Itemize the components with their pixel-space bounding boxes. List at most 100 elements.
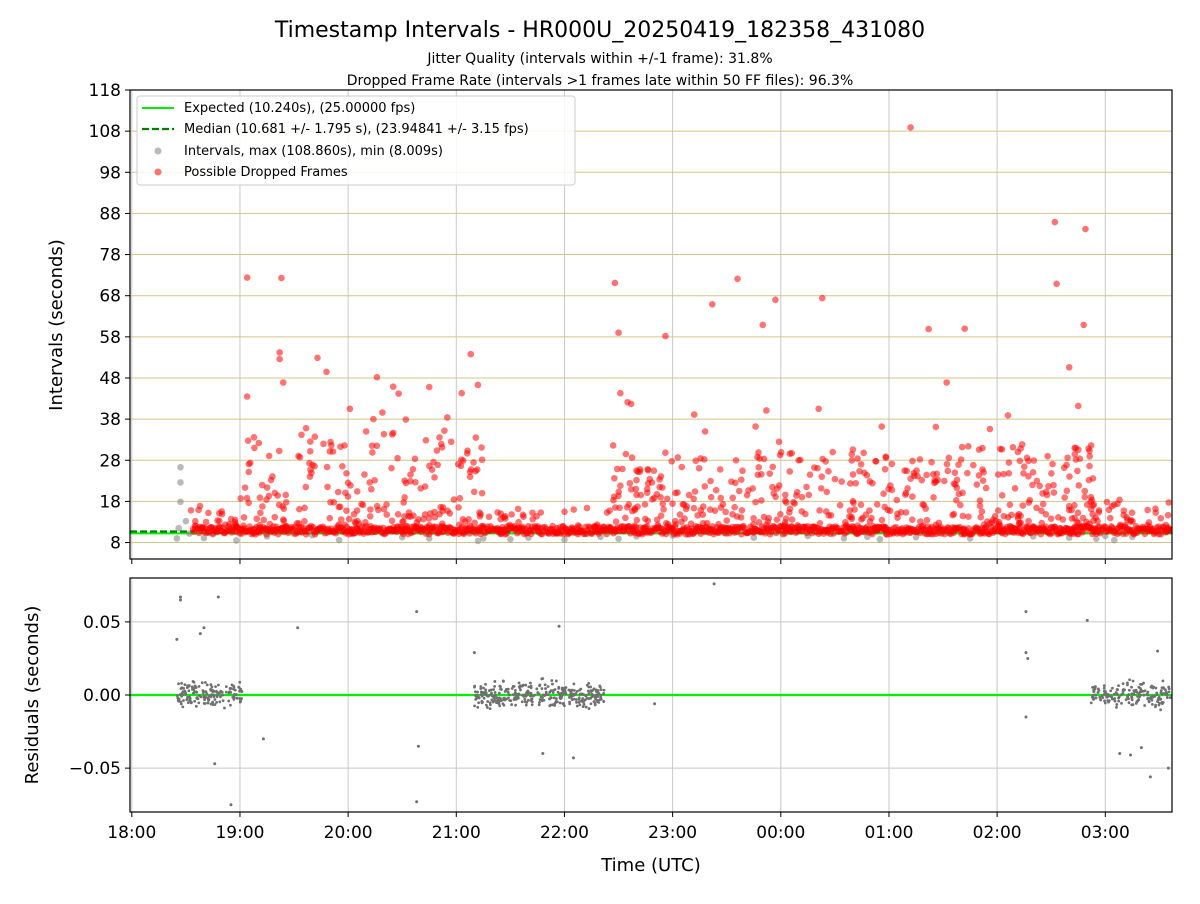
intervals-y-tick-label: 118 xyxy=(89,81,121,101)
chart-subtitle-line-2: Dropped Frame Rate (intervals >1 frames … xyxy=(347,73,854,89)
residual-point xyxy=(582,702,586,706)
dropped-frame-point xyxy=(722,508,729,516)
interval-point xyxy=(233,537,240,544)
residual-point xyxy=(503,698,507,702)
residual-point xyxy=(213,762,217,766)
dropped-frame-point xyxy=(443,526,450,534)
dropped-frame-point xyxy=(282,499,290,506)
residual-point xyxy=(593,701,597,705)
intervals-y-tick-label: 18 xyxy=(99,492,121,512)
dropped-frame-point xyxy=(1063,461,1070,469)
dropped-frame-point xyxy=(660,506,667,513)
dropped-frame-point xyxy=(202,518,210,526)
dropped-frame-point xyxy=(476,513,484,520)
dropped-frame-point xyxy=(933,470,941,478)
dropped-frame-point xyxy=(437,526,444,533)
residual-point xyxy=(479,687,483,690)
residual-point xyxy=(1103,701,1107,705)
residual-point xyxy=(577,700,581,704)
residual-point xyxy=(490,698,494,702)
dropped-frame-point xyxy=(788,516,796,523)
residual-point xyxy=(494,693,497,697)
residual-point xyxy=(1167,685,1171,689)
dropped-frame-point xyxy=(631,506,639,514)
dropped-frame-point xyxy=(462,525,469,533)
dropped-frame-point xyxy=(759,321,767,329)
dropped-frame-point xyxy=(636,466,644,473)
residual-point xyxy=(232,685,236,689)
residual-point xyxy=(564,686,568,689)
residual-point xyxy=(1109,689,1113,693)
dropped-frame-point xyxy=(961,325,968,332)
dropped-frame-point xyxy=(526,526,533,533)
residual-point xyxy=(540,677,544,681)
residual-point xyxy=(523,697,527,701)
dropped-frame-point xyxy=(611,504,619,511)
dropped-frame-point xyxy=(662,519,670,527)
residual-point xyxy=(484,703,488,707)
dropped-frame-point xyxy=(659,500,667,507)
dropped-frame-point xyxy=(775,438,783,446)
residual-point xyxy=(493,691,497,694)
dropped-frame-point xyxy=(995,518,1003,526)
dropped-frame-point xyxy=(533,512,540,520)
dropped-frame-point xyxy=(459,457,467,464)
dropped-frame-point xyxy=(425,383,433,391)
residual-point xyxy=(476,690,479,694)
dropped-frame-point xyxy=(848,457,856,464)
residual-point xyxy=(575,700,578,704)
residual-point xyxy=(599,693,603,697)
residual-point xyxy=(1115,692,1119,696)
dropped-frame-point xyxy=(957,501,964,509)
dropped-frame-point xyxy=(817,485,825,492)
interval-point xyxy=(1092,535,1100,543)
dropped-frame-point xyxy=(1087,498,1095,506)
dropped-frame-point xyxy=(659,484,666,491)
residual-point xyxy=(480,694,484,698)
dropped-frame-point xyxy=(610,493,618,500)
dropped-frame-point xyxy=(1084,522,1091,530)
dropped-frame-point xyxy=(478,456,486,464)
dropped-frame-point xyxy=(400,499,407,506)
dropped-frame-point xyxy=(431,513,439,521)
residual-point xyxy=(198,632,202,636)
residual-point xyxy=(502,679,505,683)
residual-point xyxy=(238,687,242,691)
dropped-frame-point xyxy=(920,522,927,529)
dropped-frame-point xyxy=(1063,524,1070,532)
dropped-frame-point xyxy=(1133,525,1141,532)
residual-point xyxy=(712,582,716,586)
residual-point xyxy=(538,683,542,687)
dropped-frame-point xyxy=(368,442,376,449)
residual-point xyxy=(202,626,206,630)
dropped-frame-point xyxy=(791,500,798,507)
residual-point xyxy=(529,681,532,685)
dropped-frame-point xyxy=(1074,402,1082,410)
dropped-frame-point xyxy=(798,508,806,515)
dropped-frame-point xyxy=(314,354,321,362)
residual-point xyxy=(229,803,233,807)
dropped-frame-point xyxy=(755,449,762,456)
dropped-frame-point xyxy=(859,514,866,522)
dropped-frame-point xyxy=(1051,218,1059,226)
residual-point xyxy=(175,637,179,641)
dropped-frame-point xyxy=(786,450,794,457)
dropped-frame-point xyxy=(1050,489,1058,496)
residual-point xyxy=(596,695,600,698)
dropped-frame-point xyxy=(1007,523,1015,531)
dropped-frame-point xyxy=(276,355,283,363)
dropped-frame-point xyxy=(1009,443,1017,451)
residual-point xyxy=(1094,696,1098,700)
dropped-frame-point xyxy=(936,525,943,533)
dropped-frame-point xyxy=(732,479,739,487)
residual-point xyxy=(554,679,558,683)
dropped-frame-point xyxy=(998,446,1006,453)
residual-point xyxy=(177,682,180,686)
interval-point xyxy=(173,535,181,542)
dropped-frame-point xyxy=(348,526,356,533)
residual-point xyxy=(1111,686,1114,690)
residual-point xyxy=(197,701,201,705)
dropped-frame-point xyxy=(447,438,455,446)
dropped-frame-point xyxy=(816,519,824,527)
dropped-frame-point xyxy=(738,506,746,514)
